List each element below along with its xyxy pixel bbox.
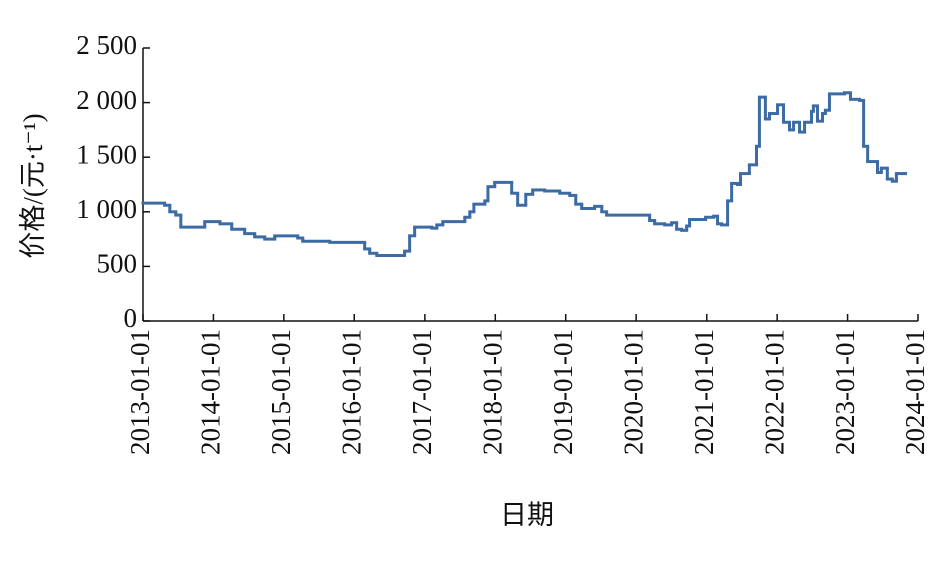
x-tick-label: 2020-01-01	[618, 329, 648, 455]
y-tick-label: 0	[124, 303, 138, 333]
x-tick-label: 2021-01-01	[689, 329, 719, 455]
x-tick-label: 2016-01-01	[336, 329, 366, 455]
x-tick-label: 2018-01-01	[477, 329, 507, 455]
x-tick-label: 2017-01-01	[407, 329, 437, 455]
y-tick-label: 2 500	[76, 30, 137, 60]
y-tick-label: 2 000	[76, 85, 137, 115]
x-tick-label: 2022-01-01	[759, 329, 789, 455]
x-tick-label: 2023-01-01	[830, 329, 860, 455]
x-tick-label: 2013-01-01	[125, 329, 155, 455]
x-tick-label: 2014-01-01	[196, 329, 226, 455]
y-tick-label: 500	[97, 249, 138, 279]
x-tick-label: 2024-01-01	[900, 329, 930, 455]
x-tick-label: 2015-01-01	[266, 329, 296, 455]
x-tick-label: 2019-01-01	[548, 329, 578, 455]
y-tick-label: 1 000	[76, 194, 137, 224]
x-axis-title: 日期	[500, 500, 554, 530]
y-axis-title: 价格/(元·t⁻¹)	[18, 113, 48, 258]
y-tick-label: 1 500	[76, 139, 137, 169]
